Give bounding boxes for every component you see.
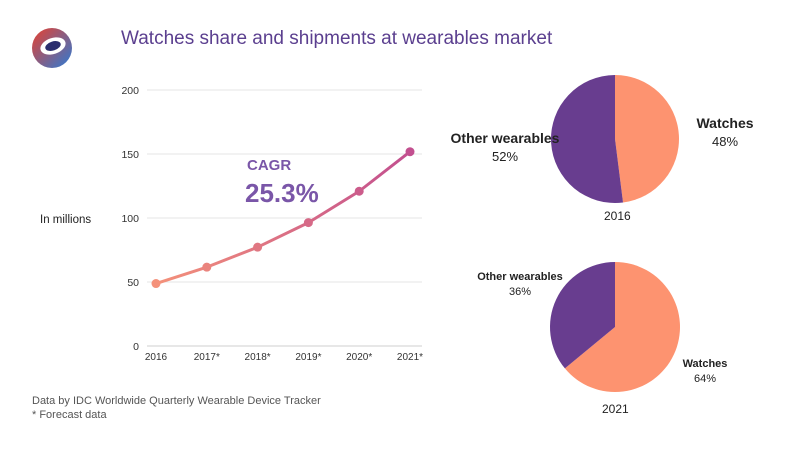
- pie2016-label-other: Other wearables 52%: [440, 130, 570, 164]
- x-tick-label: 2021*: [397, 352, 423, 363]
- footer: Data by IDC Worldwide Quarterly Wearable…: [32, 394, 321, 422]
- source-note: Data by IDC Worldwide Quarterly Wearable…: [32, 395, 321, 407]
- data-point: [253, 242, 263, 252]
- pie-slice-watches: [564, 262, 680, 392]
- forecast-note: * Forecast data: [32, 409, 107, 421]
- cagr-value: 25.3%: [245, 178, 319, 208]
- data-point: [202, 262, 212, 272]
- pie2021-watches-name: Watches: [682, 358, 728, 370]
- page-title: Watches share and shipments at wearables…: [121, 28, 553, 49]
- x-tick-label: 2016: [145, 352, 168, 363]
- data-point: [303, 218, 313, 228]
- pie2016-other-pct: 52%: [491, 149, 519, 164]
- pie2021-other-name: Other wearables: [477, 271, 563, 283]
- pie2016-year: 2016: [604, 209, 631, 223]
- pie2021-label-watches: Watches 64%: [680, 358, 730, 385]
- y-tick-label: 150: [121, 149, 139, 161]
- pie-slice-watches: [615, 75, 679, 203]
- pie2021-year: 2021: [602, 402, 629, 416]
- cagr-label: CAGR: [247, 157, 292, 174]
- x-tick-label: 2019*: [295, 352, 321, 363]
- logo-icon: [32, 28, 72, 68]
- data-point: [405, 147, 415, 157]
- pie2016-other-name: Other wearables: [450, 130, 560, 146]
- y-tick-label: 100: [121, 213, 139, 225]
- pie2021-other-pct: 36%: [508, 286, 532, 298]
- y-axis-units-label: In millions: [40, 214, 92, 226]
- data-point: [151, 279, 161, 289]
- x-tick-label: 2018*: [245, 352, 271, 363]
- y-tick-label: 0: [133, 341, 139, 353]
- x-tick-label: 2020*: [346, 352, 372, 363]
- data-point: [354, 186, 364, 196]
- pie2016-watches-pct: 48%: [711, 134, 739, 149]
- pie2016-watches-name: Watches: [696, 115, 754, 131]
- y-tick-label: 50: [127, 277, 139, 289]
- x-tick-label: 2017*: [194, 352, 220, 363]
- pie2016-label-watches: Watches 48%: [688, 115, 762, 149]
- pie2021-watches-pct: 64%: [693, 373, 717, 385]
- y-tick-label: 200: [121, 85, 139, 97]
- pie2021-label-other: Other wearables 36%: [470, 271, 570, 298]
